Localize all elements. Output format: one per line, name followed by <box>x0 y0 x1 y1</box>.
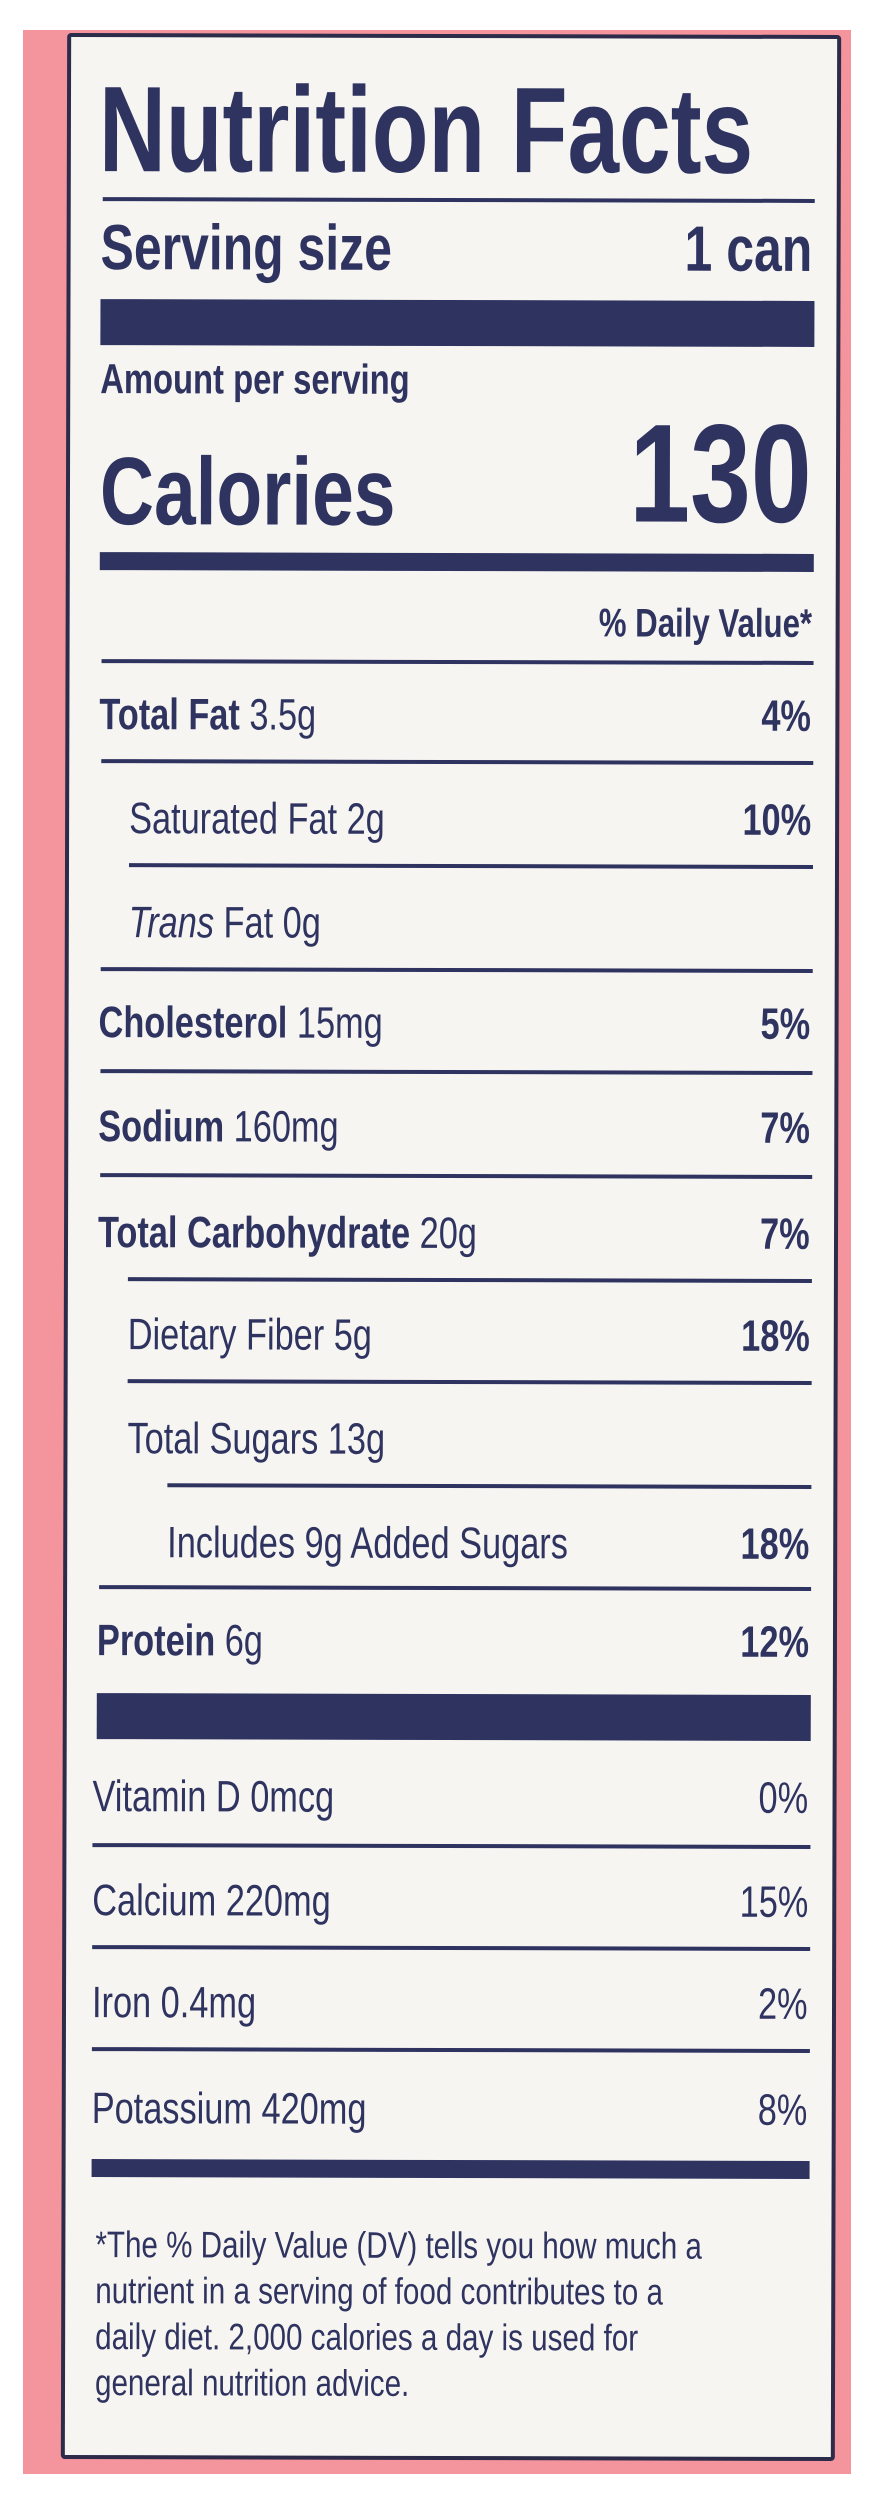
nutrient-amount: 6g <box>224 1616 263 1666</box>
footnote-line: daily diet. 2,000 calories a day is used… <box>95 2316 639 2359</box>
vitamin-row-iron: Iron 0.4mg 2% <box>92 1973 808 2035</box>
divider <box>101 759 814 765</box>
divider <box>92 1843 811 1849</box>
divider <box>167 1483 812 1489</box>
footnote-line: nutrient in a serving of food contribute… <box>95 2270 664 2313</box>
nutrient-dv: 7% <box>760 1209 811 1259</box>
nutrient-row-added-sugars: Includes 9g Added Sugars 18% <box>167 1513 809 1575</box>
divider <box>127 1277 812 1283</box>
nutrient-amount: 5g <box>333 1310 372 1360</box>
nutrient-row-total-sugars: Total Sugars 13g <box>127 1409 809 1471</box>
vitamin-dv: 8% <box>758 2085 808 2135</box>
nutrient-name-suffix: Fat <box>223 898 274 948</box>
nutrient-name: Total Fat <box>99 690 240 740</box>
nutrient-name: Total Carbohydrate <box>97 1208 411 1258</box>
nutrient-row-total-carbohydrate: Total Carbohydrate 20g 7% <box>98 1203 810 1265</box>
nutrient-row-trans-fat: Trans Fat 0g <box>129 893 811 955</box>
vitamin-dv: 15% <box>739 1877 809 1927</box>
nutrition-facts-panel: Nutrition Facts Serving size 1 can Amoun… <box>60 32 842 2462</box>
footnote-line: general nutrition advice. <box>94 2362 410 2404</box>
nutrient-row-cholesterol: Cholesterol 15mg 5% <box>99 993 811 1055</box>
nutrient-dv: 10% <box>742 795 812 845</box>
nutrient-amount: 160mg <box>233 1102 339 1152</box>
nutrient-amount: 15mg <box>296 998 383 1048</box>
medium-divider <box>99 552 814 572</box>
vitamin-amount: 0mcg <box>250 1772 335 1822</box>
nutrient-row-saturated-fat: Saturated Fat 2g 10% <box>129 789 811 851</box>
nutrient-amount: 3.5g <box>249 690 317 740</box>
nutrient-dv: 7% <box>760 1103 811 1153</box>
title-text: Nutrition Facts <box>98 61 754 199</box>
divider <box>128 863 814 869</box>
serving-size-row: Serving size 1 can <box>101 207 813 289</box>
nutrient-row-total-fat: Total Fat 3.5g 4% <box>99 685 811 747</box>
medium-divider <box>91 2159 810 2179</box>
calories-label: Calories <box>99 438 396 546</box>
nutrient-dv: 18% <box>741 1311 810 1361</box>
divider <box>100 1173 813 1179</box>
vitamin-row-potassium: Potassium 420mg 8% <box>92 2079 808 2141</box>
nutrient-dv: 5% <box>760 999 811 1049</box>
vitamin-amount: 0.4mg <box>160 1978 257 2028</box>
vitamin-row-vitamin-d: Vitamin D 0mcg 0% <box>92 1767 808 1829</box>
nutrient-dv: 18% <box>740 1519 810 1569</box>
vitamin-name: Vitamin D <box>92 1772 241 1822</box>
nutrient-amount: 13g <box>327 1414 386 1464</box>
nutrient-row-dietary-fiber: Dietary Fiber 5g 18% <box>128 1305 810 1367</box>
vitamin-amount: 220mg <box>225 1876 331 1926</box>
divider <box>127 1379 812 1385</box>
calories-value: 130 <box>629 394 813 552</box>
nutrient-name: Protein <box>96 1616 216 1666</box>
vitamin-dv: 2% <box>758 1979 809 2029</box>
divider <box>92 1945 811 1951</box>
divider <box>101 659 814 665</box>
nutrient-dv: 12% <box>740 1617 810 1667</box>
nutrient-name: Saturated Fat <box>129 794 338 844</box>
divider <box>91 2047 810 2053</box>
daily-value-header-text: % Daily Value* <box>598 600 812 646</box>
nutrient-name: Cholesterol <box>98 998 288 1048</box>
nutrient-row-sodium: Sodium 160mg 7% <box>98 1097 810 1159</box>
thick-divider <box>96 1693 811 1741</box>
divider <box>99 1585 812 1591</box>
nutrient-name: Sodium <box>98 1102 225 1152</box>
calories-row: Calories 130 <box>99 394 812 551</box>
divider <box>100 967 813 973</box>
daily-value-header: % Daily Value* <box>100 592 812 654</box>
nutrient-dv: 4% <box>761 691 812 741</box>
thick-divider <box>100 299 815 347</box>
vitamin-amount: 420mg <box>261 2084 367 2134</box>
vitamin-row-calcium: Calcium 220mg 15% <box>92 1871 808 1933</box>
vitamin-name: Iron <box>91 1978 152 2028</box>
nutrient-name: Dietary Fiber <box>127 1310 325 1360</box>
nutrient-name: Total Sugars <box>127 1414 319 1464</box>
footnote-line: *The % Daily Value (DV) tells you how mu… <box>95 2224 702 2267</box>
footnote: *The % Daily Value (DV) tells you how mu… <box>95 2222 791 2408</box>
divider <box>100 1069 813 1075</box>
vitamin-dv: 0% <box>758 1773 809 1823</box>
nutrient-amount: 20g <box>419 1208 478 1259</box>
nutrient-name: Includes 9g Added Sugars <box>167 1518 568 1569</box>
divider <box>102 197 815 203</box>
vitamin-name: Calcium <box>92 1876 217 1926</box>
nutrient-amount: 2g <box>346 794 385 844</box>
nutrient-amount: 0g <box>282 898 321 948</box>
nutrient-name: Trans <box>128 898 215 948</box>
nutrient-row-protein: Protein 6g 12% <box>97 1611 809 1673</box>
vitamin-name: Potassium <box>91 2084 253 2134</box>
serving-size-value: 1 can <box>684 212 813 285</box>
label-title: Nutrition Facts <box>99 59 871 201</box>
serving-size-label: Serving size <box>100 211 393 284</box>
